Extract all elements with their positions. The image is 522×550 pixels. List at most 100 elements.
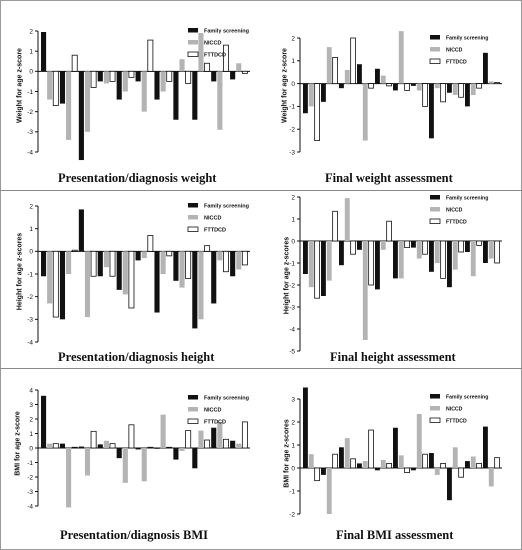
legend-label: FTTDCD bbox=[446, 220, 467, 226]
bar bbox=[160, 71, 166, 92]
bar bbox=[230, 251, 236, 277]
bar bbox=[314, 83, 320, 141]
bar bbox=[135, 251, 141, 261]
y-tick-label: -4 bbox=[27, 149, 33, 156]
legend-label: NICCD bbox=[446, 208, 463, 214]
bar bbox=[393, 241, 398, 279]
y-tick-label: -2 bbox=[27, 109, 33, 116]
bar bbox=[344, 438, 350, 468]
panel-title: Final BMI assessment bbox=[336, 528, 454, 542]
bar bbox=[404, 83, 410, 91]
bar bbox=[434, 241, 440, 263]
y-tick-label: -4 bbox=[27, 503, 33, 510]
legend-swatch bbox=[188, 203, 198, 208]
bar bbox=[458, 240, 464, 253]
y-tick-label: -3 bbox=[27, 489, 33, 496]
bar bbox=[411, 241, 416, 248]
y-tick-label: -1 bbox=[27, 460, 33, 467]
bar bbox=[241, 421, 248, 449]
bar bbox=[494, 82, 500, 84]
legend-swatch bbox=[430, 207, 440, 212]
bar bbox=[488, 468, 494, 487]
bar bbox=[179, 251, 185, 288]
y-tick-label: 3 bbox=[29, 402, 33, 409]
legend-label: Family screening bbox=[204, 204, 249, 210]
bar bbox=[368, 429, 374, 469]
legend-label: FTTDCD bbox=[204, 420, 226, 426]
bar bbox=[452, 447, 458, 468]
bar bbox=[357, 241, 362, 250]
bar bbox=[344, 198, 350, 241]
y-tick-label: -5 bbox=[289, 348, 295, 355]
legend-label: NICCD bbox=[204, 216, 221, 222]
panel-separator bbox=[0, 190, 522, 191]
legend-swatch bbox=[187, 226, 199, 232]
bar bbox=[241, 70, 248, 74]
bar bbox=[173, 251, 179, 281]
bar bbox=[211, 71, 217, 82]
bar bbox=[458, 83, 464, 98]
bar bbox=[422, 453, 428, 469]
bar bbox=[173, 448, 179, 460]
bar bbox=[78, 446, 84, 448]
legend-swatch bbox=[430, 47, 440, 52]
bar bbox=[429, 453, 434, 468]
bar bbox=[236, 63, 242, 72]
bar bbox=[375, 241, 380, 290]
legend-swatch bbox=[188, 407, 198, 412]
bar bbox=[440, 83, 446, 103]
bar bbox=[386, 83, 392, 87]
bar bbox=[223, 438, 229, 449]
legend-label: NICCD bbox=[204, 408, 221, 414]
bar bbox=[217, 71, 223, 130]
legend-swatch bbox=[187, 51, 199, 57]
bar bbox=[375, 68, 380, 84]
y-tick-label: -3 bbox=[289, 149, 295, 156]
legend-swatch bbox=[430, 195, 440, 200]
bar bbox=[386, 220, 392, 242]
legend-label: NICCD bbox=[204, 41, 221, 47]
bar bbox=[465, 241, 470, 252]
bar bbox=[434, 83, 440, 89]
bar bbox=[350, 240, 356, 255]
bar bbox=[192, 251, 198, 329]
bar bbox=[368, 83, 374, 89]
bar bbox=[447, 241, 452, 288]
y-tick-label: 0 bbox=[29, 445, 33, 452]
bar bbox=[308, 454, 314, 468]
bar bbox=[494, 457, 500, 469]
bar bbox=[447, 83, 452, 93]
legend-label: FTTDCD bbox=[204, 53, 226, 59]
bar bbox=[236, 443, 242, 448]
y-tick-label: -1 bbox=[27, 271, 33, 278]
y-tick-label: 0 bbox=[291, 238, 295, 245]
bar bbox=[59, 443, 66, 448]
y-tick-label: -2 bbox=[27, 294, 33, 301]
bar bbox=[52, 250, 59, 318]
bar bbox=[47, 443, 53, 448]
bar bbox=[135, 448, 141, 450]
y-tick-label: -2 bbox=[289, 511, 295, 518]
bar bbox=[192, 448, 198, 469]
bar bbox=[41, 32, 47, 72]
bar bbox=[483, 52, 488, 84]
bar bbox=[66, 71, 72, 140]
bar bbox=[147, 39, 154, 72]
legend-label: Family screening bbox=[204, 29, 249, 35]
bar bbox=[78, 71, 84, 161]
bar bbox=[241, 250, 248, 266]
bar bbox=[71, 446, 78, 449]
bar bbox=[380, 75, 386, 84]
legend-label: Family screening bbox=[446, 395, 488, 401]
legend-swatch bbox=[430, 406, 440, 411]
bar bbox=[103, 251, 109, 268]
panel-title: Presentation/diagnosis BMI bbox=[60, 528, 209, 542]
bar bbox=[470, 83, 476, 95]
y-tick-label: -1 bbox=[289, 260, 295, 267]
bar bbox=[198, 33, 204, 72]
bar bbox=[308, 241, 314, 288]
legend-label: FTTDCD bbox=[446, 419, 467, 425]
bar bbox=[103, 71, 109, 84]
bar bbox=[223, 250, 229, 273]
bar bbox=[109, 70, 116, 82]
